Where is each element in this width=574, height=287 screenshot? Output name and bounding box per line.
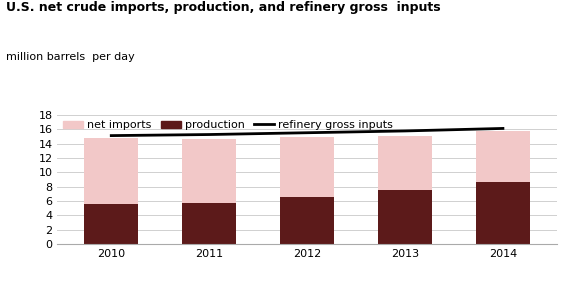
Bar bbox=[280, 137, 334, 197]
Bar bbox=[378, 190, 432, 244]
Bar bbox=[84, 139, 138, 204]
Bar bbox=[183, 139, 236, 203]
Bar bbox=[84, 204, 138, 244]
Legend: net imports, production, refinery gross inputs: net imports, production, refinery gross … bbox=[63, 120, 393, 130]
Text: U.S. net crude imports, production, and refinery gross  inputs: U.S. net crude imports, production, and … bbox=[6, 1, 440, 14]
Bar bbox=[183, 203, 236, 244]
Bar bbox=[378, 136, 432, 190]
Bar bbox=[280, 197, 334, 244]
Text: million barrels  per day: million barrels per day bbox=[6, 52, 134, 62]
Bar bbox=[476, 131, 530, 182]
Bar bbox=[476, 182, 530, 244]
